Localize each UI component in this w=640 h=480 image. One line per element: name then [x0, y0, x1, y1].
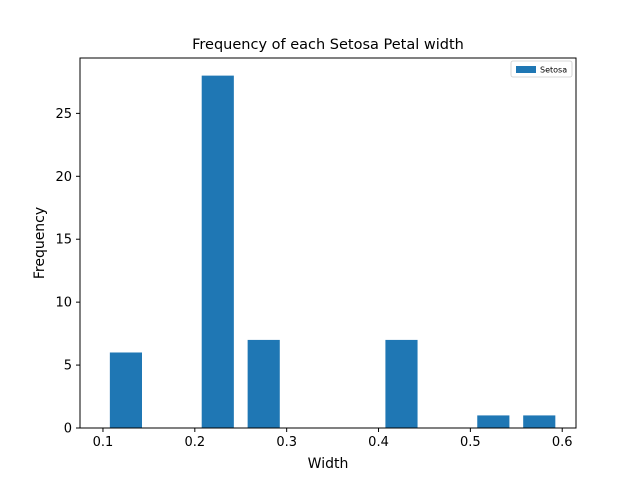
bar-5	[523, 415, 556, 428]
bars-layer	[109, 75, 556, 428]
legend: Setosa	[510, 60, 573, 78]
chart-title: Frequency of each Setosa Petal width	[192, 37, 464, 53]
y-tick-label: 20	[55, 170, 72, 185]
y-tick-label: 10	[55, 296, 72, 311]
plot-frame	[79, 57, 577, 429]
x-tick-label: 0.5	[460, 435, 481, 450]
x-tick-label: 0.6	[552, 435, 573, 450]
x-axis-label: Width	[308, 456, 349, 472]
x-tick-label: 0.1	[93, 435, 114, 450]
x-tick-label: 0.4	[368, 435, 389, 450]
bar-1	[201, 75, 234, 428]
bar-0	[109, 352, 142, 428]
bar-3	[385, 339, 418, 428]
y-tick-label: 5	[64, 359, 72, 374]
y-axis-ticks: 0 5 10 15 20 25	[55, 107, 80, 437]
x-axis-ticks: 0.1 0.2 0.3 0.4 0.5 0.6	[93, 428, 573, 450]
bar-4	[477, 415, 510, 428]
bar-2	[247, 339, 280, 428]
y-axis-label: Frequency	[32, 207, 48, 279]
legend-swatch	[516, 66, 536, 73]
legend-label: Setosa	[540, 66, 567, 75]
y-tick-label: 15	[55, 233, 72, 248]
y-tick-label: 25	[55, 107, 72, 122]
x-tick-label: 0.3	[276, 435, 297, 450]
y-tick-label: 0	[64, 422, 72, 437]
x-tick-label: 0.2	[184, 435, 205, 450]
